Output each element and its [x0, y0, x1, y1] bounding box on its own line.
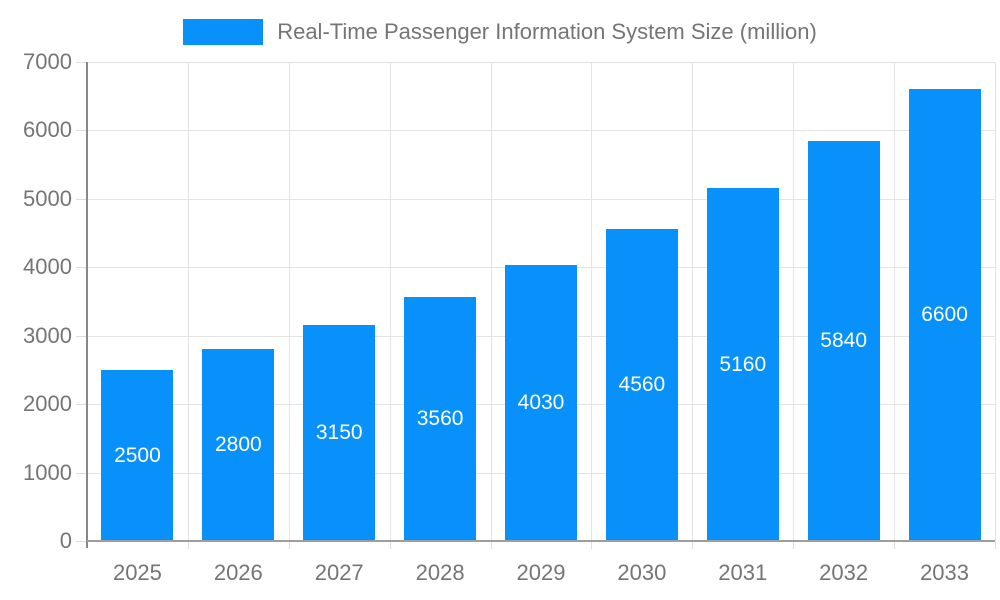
bar-value-label: 6600: [921, 303, 968, 326]
legend-swatch: [183, 19, 264, 45]
bar-value-label: 4030: [517, 391, 565, 414]
legend-series-label: Real-Time Passenger Information System S…: [277, 19, 817, 44]
bar-value-label: 2500: [114, 443, 161, 467]
bar[interactable]: 3150: [303, 325, 376, 541]
y-axis-tick: [76, 541, 86, 542]
bar-value-label: 5840: [820, 329, 868, 352]
y-axis-tick-label: 7000: [23, 49, 72, 74]
bar[interactable]: 5160: [706, 188, 779, 541]
plot-area: 2500 2800 3150 3560 4030 4560 5160 5840 6600: [87, 62, 996, 541]
x-axis-tick-label: 2029: [516, 560, 566, 585]
bar-value-label: 3150: [315, 421, 363, 444]
x-axis-tick-label: 2025: [112, 560, 162, 585]
x-axis-tick: [591, 542, 593, 549]
x-gridline: [995, 62, 996, 541]
y-axis-tick: [76, 472, 86, 474]
x-axis-tick: [288, 542, 290, 549]
y-axis-tick: [76, 335, 86, 337]
bar[interactable]: 4560: [605, 229, 678, 541]
y-gridline: [87, 130, 995, 132]
x-axis-tick-label: 2030: [617, 560, 667, 585]
bar-value-label: 3560: [416, 407, 464, 430]
x-axis-tick-label: 2028: [415, 560, 465, 585]
x-gridline: [288, 62, 290, 541]
x-axis-tick: [894, 542, 896, 549]
y-axis-line: [86, 62, 88, 548]
y-gridline: [87, 198, 995, 200]
y-axis-tick: [76, 198, 86, 200]
x-axis-tick: [389, 542, 391, 549]
y-axis-tick-label: 0: [59, 528, 72, 553]
x-gridline: [793, 62, 795, 541]
x-axis-tick-label: 2031: [718, 560, 768, 585]
y-axis-tick-label: 2000: [23, 391, 72, 417]
x-axis-tick: [995, 542, 996, 549]
x-gridline: [389, 62, 391, 541]
x-axis-tick-label: 2033: [920, 560, 970, 585]
x-axis-baseline: [87, 540, 995, 542]
y-axis-tick-label: 4000: [23, 254, 72, 280]
x-axis-tick-label: 2032: [819, 560, 869, 585]
y-axis-tick-label: 1000: [23, 459, 72, 485]
y-axis-tick: [76, 404, 86, 406]
bar-value-label: 4560: [618, 373, 666, 396]
bar-value-label: 2800: [214, 433, 262, 456]
y-axis-tick: [76, 267, 86, 269]
x-axis-tick: [490, 542, 492, 549]
x-gridline: [692, 62, 694, 541]
x-axis-tick-label: 2027: [314, 560, 364, 585]
y-axis-tick: [76, 130, 86, 132]
y-axis-tick-label: 3000: [23, 322, 72, 348]
x-axis-tick: [692, 542, 694, 549]
bar[interactable]: 4030: [505, 265, 577, 541]
x-gridline: [894, 62, 896, 541]
y-gridline: [87, 62, 995, 63]
y-axis-tick-label: 5000: [23, 185, 72, 211]
bar[interactable]: 2500: [101, 370, 174, 541]
bar[interactable]: 5840: [807, 141, 880, 541]
x-gridline: [187, 62, 189, 541]
x-axis-tick: [793, 542, 795, 549]
x-axis-tick-label: 2026: [213, 560, 263, 585]
chart-legend[interactable]: Real-Time Passenger Information System S…: [0, 19, 1000, 45]
y-axis-tick: [76, 62, 86, 63]
bar-value-label: 5160: [719, 352, 767, 376]
bar[interactable]: 6600: [908, 89, 981, 541]
x-axis-tick: [187, 542, 189, 549]
bar[interactable]: 2800: [202, 349, 275, 541]
x-gridline: [591, 62, 593, 541]
bar[interactable]: 3560: [404, 297, 477, 541]
x-gridline: [490, 62, 492, 541]
y-axis-tick-label: 6000: [23, 117, 72, 143]
